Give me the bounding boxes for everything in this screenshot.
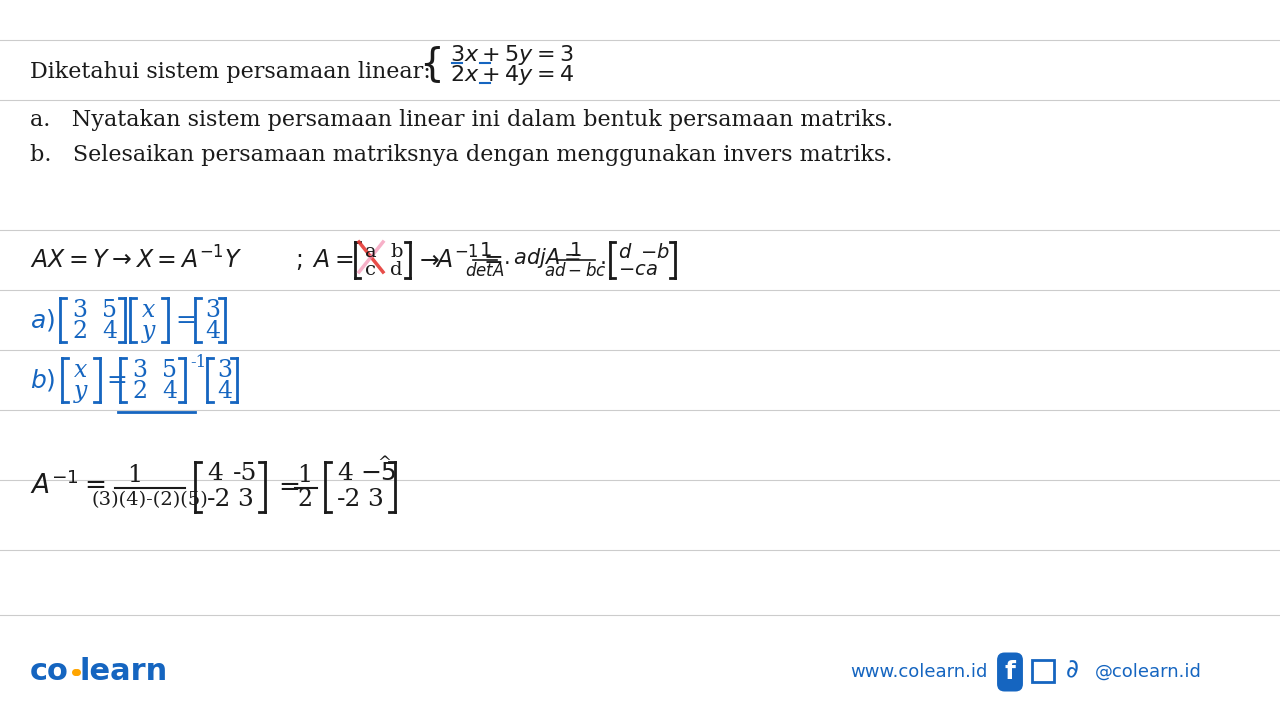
Text: c: c: [365, 261, 376, 279]
Text: Diketahui sistem persamaan linear:: Diketahui sistem persamaan linear:: [29, 61, 431, 83]
Text: $b)$: $b)$: [29, 367, 55, 393]
Text: $3x+5y=3$: $3x+5y=3$: [451, 43, 573, 67]
Text: =: =: [106, 369, 127, 392]
Text: learn: learn: [79, 657, 168, 686]
Text: a.   Nyatakan sistem persamaan linear ini dalam bentuk persamaan matriks.: a. Nyatakan sistem persamaan linear ini …: [29, 109, 893, 131]
Text: a: a: [365, 243, 376, 261]
Text: $A=$: $A=$: [312, 248, 353, 271]
Text: $-c$: $-c$: [618, 261, 646, 279]
Text: $a)$: $a)$: [29, 307, 55, 333]
Text: (3)(4)-(2)(5): (3)(4)-(2)(5): [92, 491, 209, 509]
Bar: [1032, 660, 1053, 682]
Text: $;$: $;$: [294, 248, 302, 271]
Text: x: x: [142, 299, 155, 322]
Text: $detA$: $detA$: [465, 262, 504, 280]
Text: 3: 3: [237, 488, 253, 511]
Text: O: O: [1036, 663, 1051, 681]
Text: -1: -1: [189, 354, 206, 371]
Text: 4: 4: [205, 320, 220, 343]
Text: $AX=Y \rightarrow X=A^{-1}Y$: $AX=Y \rightarrow X=A^{-1}Y$: [29, 246, 242, 274]
Text: 3: 3: [72, 299, 87, 322]
Text: 3: 3: [218, 359, 232, 382]
Text: $A^{-1}=$: $A^{-1}=$: [435, 246, 503, 274]
Text: 3: 3: [205, 299, 220, 322]
Text: y: y: [74, 379, 87, 402]
Text: $\{$: $\{$: [419, 45, 440, 86]
Text: $-b$: $-b$: [640, 243, 669, 261]
Text: 5: 5: [102, 299, 116, 322]
Text: $-5$: $-5$: [360, 462, 397, 485]
Text: 1: 1: [297, 464, 312, 487]
Text: 4: 4: [163, 379, 177, 402]
Text: b.   Selesaikan persamaan matriksnya dengan menggunakan invers matriks.: b. Selesaikan persamaan matriksnya denga…: [29, 144, 892, 166]
Text: $.adjA=$: $.adjA=$: [503, 246, 581, 270]
Text: 3: 3: [132, 359, 147, 382]
Text: $2x+4y=4$: $2x+4y=4$: [451, 63, 575, 87]
Text: =: =: [278, 474, 300, 500]
Text: 1: 1: [128, 464, 142, 487]
Text: 2: 2: [297, 488, 312, 511]
Text: 4: 4: [207, 462, 223, 485]
Text: $ad-bc$: $ad-bc$: [544, 262, 607, 280]
Text: x: x: [74, 359, 87, 382]
Text: 2: 2: [132, 379, 147, 402]
Text: $a$: $a$: [645, 261, 658, 279]
Text: www.colearn.id: www.colearn.id: [850, 663, 987, 681]
Text: $1$: $1$: [479, 242, 492, 260]
Text: $\partial$: $\partial$: [1065, 660, 1079, 683]
Text: ^: ^: [378, 456, 390, 472]
Text: $1$: $1$: [568, 242, 581, 260]
Text: 2: 2: [72, 320, 87, 343]
Text: y: y: [142, 320, 155, 343]
Text: @colearn.id: @colearn.id: [1094, 663, 1202, 681]
Text: -5: -5: [233, 462, 257, 485]
Text: 4: 4: [218, 379, 232, 402]
Text: $\rightarrow$: $\rightarrow$: [415, 248, 440, 271]
Text: $A^{-1}=$: $A^{-1}=$: [29, 471, 106, 499]
Text: 4: 4: [102, 320, 118, 343]
Text: d: d: [390, 261, 402, 279]
Text: f: f: [1005, 660, 1015, 684]
Text: 4: 4: [337, 462, 353, 485]
Text: -2: -2: [207, 488, 232, 511]
Text: b: b: [390, 243, 402, 261]
Text: $d$: $d$: [618, 243, 632, 261]
Text: co: co: [29, 657, 69, 686]
Text: -2: -2: [337, 488, 361, 511]
Text: $.$: $.$: [599, 247, 605, 269]
Text: 3: 3: [367, 488, 383, 511]
Text: 5: 5: [163, 359, 177, 382]
Text: =: =: [175, 308, 196, 331]
